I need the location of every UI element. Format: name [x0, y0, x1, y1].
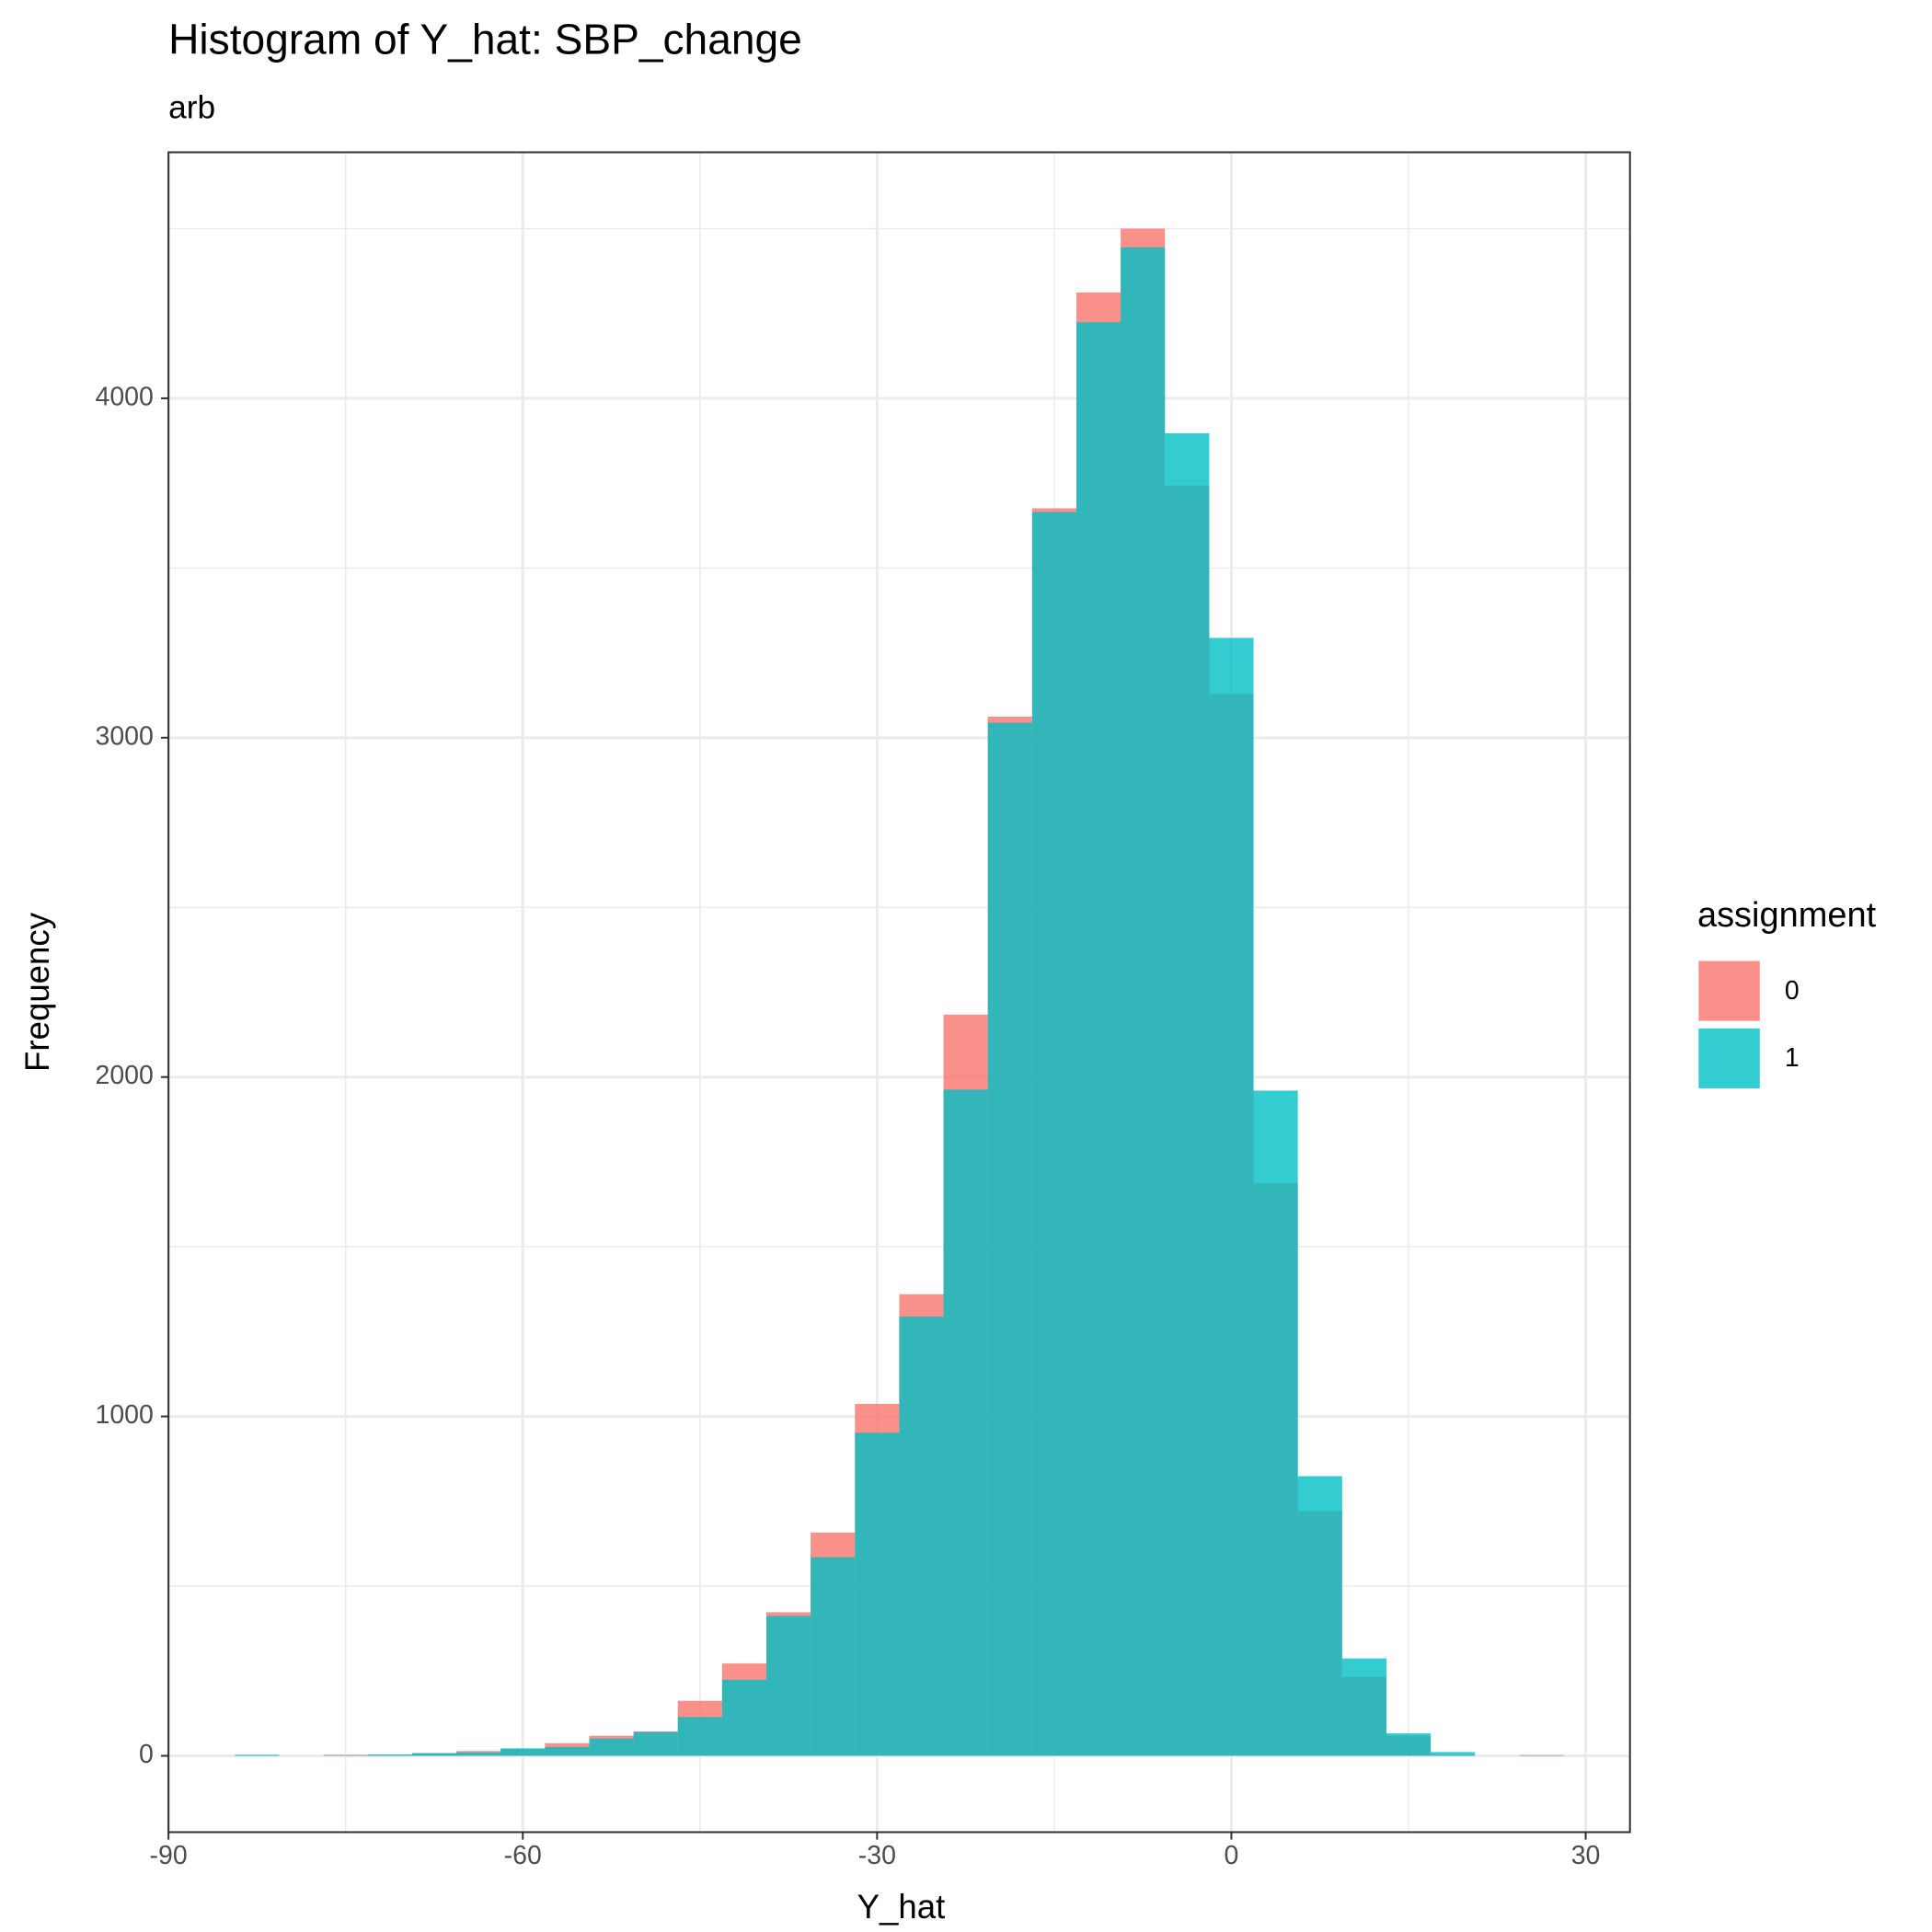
bar: [589, 1738, 634, 1756]
bar: [456, 1752, 501, 1756]
bar: [1031, 512, 1076, 1756]
bar: [367, 1754, 412, 1756]
bar: [500, 1748, 546, 1756]
x-tick-label: -30: [858, 1841, 896, 1870]
bar: [323, 1754, 368, 1756]
bar: [899, 1317, 944, 1756]
bar: [1253, 1090, 1298, 1756]
y-tick-label: 2000: [96, 1061, 154, 1090]
y-tick-label: 1000: [96, 1400, 154, 1430]
x-axis-title: Y_hat: [857, 1888, 946, 1926]
bar: [1075, 322, 1121, 1756]
legend-label: 1: [1785, 1043, 1800, 1073]
x-tick-label: -60: [504, 1841, 542, 1870]
panel-border: [167, 151, 1631, 1834]
y-tick-label: 4000: [96, 382, 154, 411]
bar: [1121, 247, 1166, 1756]
bar: [943, 1089, 988, 1756]
y-tick-label: 3000: [96, 721, 154, 751]
y-tick-label: 0: [139, 1740, 154, 1769]
bar: [721, 1679, 767, 1756]
bar: [1386, 1733, 1432, 1756]
legend-label: 0: [1785, 976, 1800, 1006]
bar: [1297, 1476, 1342, 1756]
bar: [766, 1616, 811, 1756]
y-axis-title: Frequency: [18, 912, 56, 1072]
bar: [677, 1717, 722, 1756]
x-tick-label: 30: [1571, 1841, 1601, 1870]
chart-subtitle: arb: [168, 90, 215, 126]
chart-title: Histogram of Y_hat: SBP_change: [168, 15, 802, 63]
bar: [411, 1753, 457, 1756]
bar: [1341, 1658, 1386, 1756]
legend-key: [1698, 960, 1760, 1021]
bar: [1209, 638, 1254, 1756]
x-tick-label: -90: [150, 1841, 188, 1870]
bar: [235, 1754, 280, 1756]
bar: [855, 1432, 900, 1756]
bar: [545, 1746, 590, 1756]
bar: [1431, 1752, 1476, 1756]
legend-title: assignment: [1697, 896, 1877, 935]
x-tick-label: 0: [1225, 1841, 1239, 1870]
bar: [633, 1731, 678, 1756]
bar: [987, 722, 1032, 1756]
legend-key: [1698, 1028, 1760, 1088]
bar: [811, 1557, 856, 1756]
bar: [1165, 432, 1210, 1756]
